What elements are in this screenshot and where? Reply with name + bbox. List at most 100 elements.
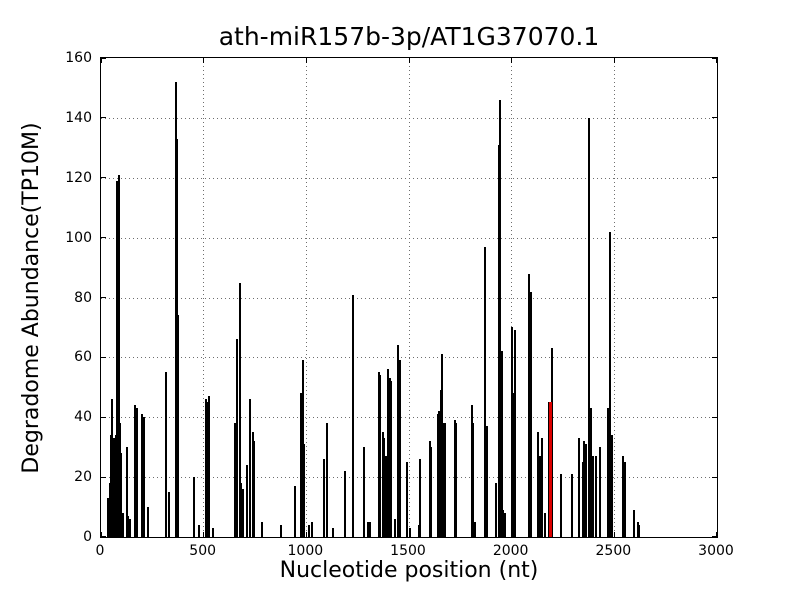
bar — [387, 369, 390, 537]
bar — [539, 456, 542, 537]
bar — [497, 144, 500, 537]
x-tick-mark — [305, 532, 307, 537]
bar — [442, 423, 445, 537]
bar — [332, 528, 335, 537]
y-tick-mark — [101, 297, 106, 298]
bar — [344, 471, 347, 537]
x-tick-mark — [511, 58, 513, 63]
x-axis-label: Nucleotide position (nt) — [279, 558, 539, 583]
bar — [303, 444, 306, 537]
bar — [607, 408, 610, 537]
bar — [107, 498, 110, 537]
bar — [127, 516, 130, 537]
bar — [122, 513, 125, 537]
bar — [430, 447, 433, 537]
y-tick-mark — [712, 117, 717, 119]
bar — [609, 231, 612, 537]
y-tick-mark — [101, 536, 106, 537]
bar — [240, 483, 243, 537]
bar — [280, 525, 283, 537]
bar — [502, 510, 505, 537]
x-tick-label: 1500 — [390, 543, 426, 559]
bar — [453, 420, 456, 537]
bar — [393, 519, 396, 537]
x-tick-mark — [408, 532, 410, 537]
bar — [125, 447, 128, 537]
bar — [621, 456, 624, 537]
highlighted-bar — [548, 402, 552, 537]
bar — [594, 456, 597, 537]
bar — [236, 339, 239, 537]
y-tick-label: 20 — [74, 469, 92, 486]
bar — [587, 117, 590, 537]
bar — [368, 522, 371, 537]
bar — [322, 459, 325, 537]
y-tick-mark — [712, 237, 717, 239]
bar — [301, 360, 304, 537]
bar — [441, 354, 444, 537]
bar — [174, 81, 177, 537]
gridline-x-1000 — [305, 58, 307, 537]
bar — [543, 513, 546, 537]
bar — [233, 423, 236, 537]
bar — [417, 525, 420, 537]
y-tick-mark — [712, 536, 717, 537]
y-tick-label: 160 — [65, 50, 92, 66]
bar — [167, 492, 170, 537]
plot-area — [100, 57, 718, 538]
y-tick-mark — [101, 58, 106, 59]
bar — [116, 180, 119, 537]
bar — [300, 393, 303, 537]
bar — [388, 378, 391, 537]
bar — [177, 315, 180, 537]
y-tick-label: 120 — [65, 169, 92, 186]
bar — [536, 432, 539, 537]
bar — [550, 348, 553, 537]
bar — [136, 408, 139, 537]
bar — [238, 282, 241, 537]
gridline-x-2000 — [511, 58, 513, 537]
bar — [473, 522, 476, 537]
x-tick-label: 2000 — [492, 543, 529, 559]
bar — [117, 174, 120, 537]
bar — [405, 462, 408, 537]
bar — [249, 399, 252, 537]
bar — [147, 507, 150, 537]
bar — [636, 522, 639, 537]
bar — [530, 291, 533, 537]
bar — [439, 390, 442, 537]
bar — [570, 474, 573, 537]
y-tick-mark — [712, 356, 717, 358]
y-tick-mark — [101, 416, 106, 418]
y-tick-mark — [712, 297, 717, 298]
bar — [261, 522, 264, 537]
bar — [379, 375, 382, 537]
x-tick-label: 1000 — [287, 543, 324, 559]
bar — [514, 330, 517, 537]
y-tick-mark — [712, 476, 717, 478]
bar — [110, 399, 113, 537]
bar — [366, 522, 369, 537]
bar — [611, 435, 614, 537]
bar — [583, 441, 586, 537]
bar — [470, 405, 473, 537]
bar — [251, 432, 254, 537]
y-tick-mark — [101, 237, 106, 239]
x-tick-mark — [716, 532, 717, 537]
bar — [623, 462, 626, 537]
y-tick-label: 140 — [65, 109, 92, 126]
bar — [511, 327, 514, 537]
bar — [165, 372, 168, 537]
bar — [311, 522, 314, 537]
bar — [390, 381, 393, 537]
bar — [436, 414, 439, 537]
x-tick-mark — [101, 58, 102, 63]
bar — [206, 402, 209, 537]
y-tick-mark — [101, 356, 106, 358]
bar — [455, 423, 458, 537]
bar — [419, 459, 422, 537]
y-tick-label: 100 — [65, 229, 92, 246]
bar — [120, 453, 123, 537]
x-tick-mark — [203, 58, 205, 63]
bar — [385, 456, 387, 537]
